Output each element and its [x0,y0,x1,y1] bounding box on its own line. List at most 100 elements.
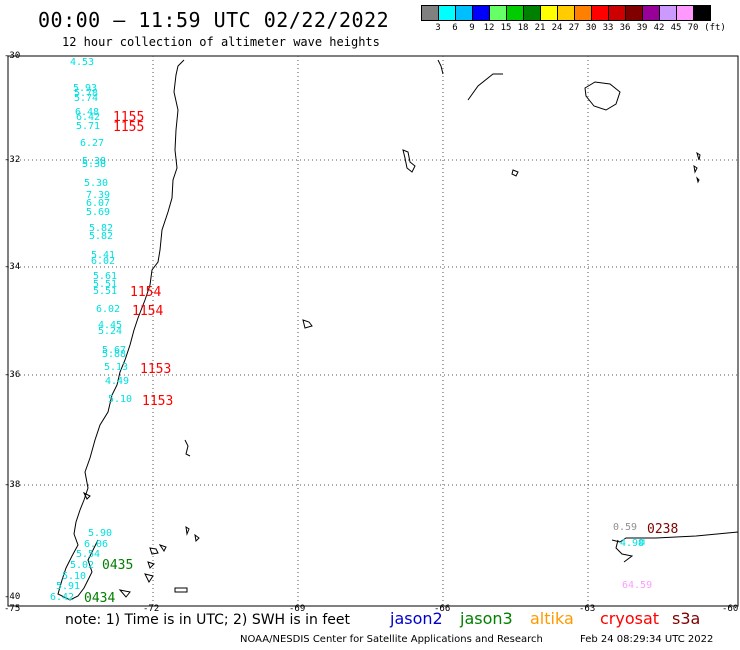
lon-label: -63 [579,604,596,614]
legend-label: 15 [500,23,512,33]
legend-swatch [524,6,541,20]
lon-label: -66 [434,604,451,614]
time-label: 0238 [647,522,679,537]
legend-label: 21 [534,23,546,33]
time-label: 0434 [84,591,116,606]
swh-value: 5.88 [102,349,127,360]
time-label: 1154 [132,304,164,319]
legend-swatch [660,6,677,20]
satellite-name-altika: altika [530,609,574,628]
swh-value: 5.51 [93,279,118,290]
swh-value: 4.98 [620,538,645,549]
time-label: 1154 [130,285,162,300]
legend-label: 18 [517,23,529,33]
lat-label: -34 [4,262,21,272]
legend-swatch [626,6,643,20]
swh-value: 5.38 [82,159,107,170]
swh-value: 0.59 [613,522,638,533]
legend-swatch [592,6,609,20]
legend-swatch [439,6,456,20]
swh-value: 5.30 [84,178,109,189]
swh-value: 5.10 [108,394,133,405]
map-subtitle: 12 hour collection of altimeter wave hei… [62,35,380,49]
credit-text: NOAA/NESDIS Center for Satellite Applica… [240,634,543,645]
swh-value: 5.91 [56,581,81,592]
legend-label: 70 [687,23,699,33]
legend-swatch [609,6,626,20]
swh-value: 5.82 [89,231,114,242]
swh-value: 5.78 [74,88,99,99]
legend-unit: (ft) [704,23,726,33]
lat-label: -36 [4,370,21,380]
swh-value: 6.42 [50,592,75,603]
swh-value: 6.02 [96,304,121,315]
swh-value: 5.93 [73,83,98,94]
time-label: 0435 [102,558,134,573]
map-title: 00:00 – 11:59 UTC 02/22/2022 [38,8,390,32]
legend-swatch [558,6,575,20]
swh-value: 5.13 [104,362,129,373]
legend-swatch [490,6,507,20]
time-label: 1153 [142,394,174,409]
lat-label: -30 [4,51,21,61]
legend-label: 45 [670,23,682,33]
lat-label: -32 [4,155,21,165]
swh-value: 5.61 [93,271,118,282]
time-label: 1153 [140,362,172,377]
swh-value: 6.48 [75,107,100,118]
generated-timestamp: Feb 24 08:29:34 UTC 2022 [580,634,714,645]
legend-label: 24 [551,23,563,33]
satellite-name-jason2: jason2 [390,609,443,628]
swh-value: 5.41 [91,250,116,261]
swh-value: 5.51 [93,286,118,297]
legend-swatch [694,6,710,20]
satellite-name-s3a: s3a [672,609,701,628]
swh-value: 4.53 [70,57,95,68]
track-marker-group [639,539,645,545]
time-label: 1155 [113,110,145,125]
lon-label: -60 [722,604,739,614]
legend-swatch [575,6,592,20]
legend-swatch [541,6,558,20]
satellite-name-cryosat: cryosat [600,609,660,628]
legend-swatch [643,6,660,20]
islands [82,59,739,598]
swh-value: 6.02 [91,256,116,267]
swh-value: 6.07 [86,198,111,209]
legend-swatch [422,6,439,20]
lon-label: -72 [143,604,160,614]
legend-label: 3 [435,23,441,33]
swh-value: 5.67 [102,345,127,356]
legend-label: 12 [483,23,495,33]
legend-label: 6 [452,23,458,33]
graticule [8,56,738,606]
legend-swatch [456,6,473,20]
color-legend: 3 6 9 12 15 18 21 24 27 30 33 36 39 42 45 70 (ft) [421,5,726,35]
swh-value: 5.90 [88,528,113,539]
legend-swatch [507,6,524,20]
legend-label: 33 [602,23,614,33]
lat-label: -40 [4,592,21,602]
swh-value: 5.71 [76,121,101,132]
legend-labels: 3 6 9 12 15 18 21 24 27 30 33 36 39 42 45 70 (ft) [421,21,726,35]
swh-value: 6.42 [76,112,101,123]
time-label: 1155 [113,120,145,135]
coastline-chile [57,59,185,601]
swh-value: 6.06 [84,539,109,550]
satellite-name-jason3: jason3 [460,609,513,628]
swh-value: 5.54 [76,549,101,560]
lon-label: -75 [4,604,21,614]
swh-value: 5.24 [98,326,123,337]
legend-label: 30 [585,23,597,33]
map-frame [7,55,739,607]
legend-label: 42 [653,23,665,33]
swh-value: 7.39 [86,190,111,201]
legend-swatch [677,6,694,20]
swh-value: 6.27 [80,138,105,149]
lon-label: -69 [289,604,306,614]
footer-credit: NOAA/NESDIS Center for Satellite Applica… [240,634,713,645]
lat-label: -38 [4,480,21,490]
swh-value: 4.45 [98,320,123,331]
swh-value: 5.74 [74,93,99,104]
